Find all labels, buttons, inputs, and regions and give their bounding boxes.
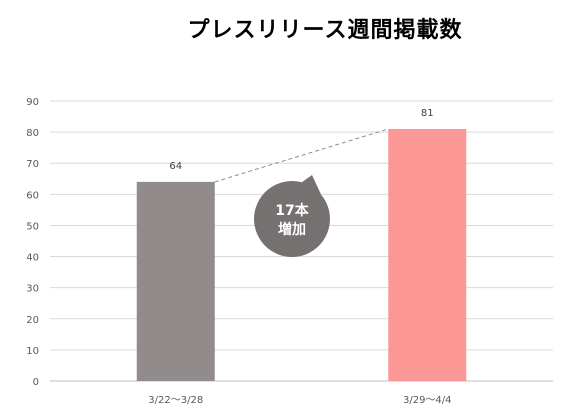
y-tick-label: 20 bbox=[26, 315, 39, 326]
x-category-label: 3/29〜4/4 bbox=[403, 395, 452, 406]
annotation-text-line1: 17本 bbox=[275, 202, 309, 219]
x-category-label: 3/22〜3/28 bbox=[148, 395, 203, 406]
bar bbox=[388, 129, 467, 381]
y-tick-label: 80 bbox=[26, 128, 39, 139]
annotation-text-line2: 増加 bbox=[278, 221, 306, 238]
y-tick-label: 30 bbox=[26, 284, 39, 295]
y-axis-ticks: 0 10 20 30 40 50 60 70 80 90 bbox=[26, 97, 39, 388]
dashed-connector bbox=[214, 128, 389, 183]
x-axis-categories: 3/22〜3/28 3/29〜4/4 bbox=[148, 395, 451, 406]
bars bbox=[136, 129, 467, 381]
data-label: 81 bbox=[421, 108, 434, 119]
annotation-bubble: 17本 増加 bbox=[253, 175, 330, 257]
y-tick-label: 0 bbox=[33, 377, 39, 388]
annotation-bubble-shape bbox=[253, 175, 330, 257]
data-label: 64 bbox=[169, 161, 182, 172]
data-labels: 64 81 bbox=[169, 108, 433, 172]
chart-title: プレスリリース週間掲載数 bbox=[187, 18, 463, 43]
y-tick-label: 10 bbox=[26, 346, 39, 357]
y-tick-label: 40 bbox=[26, 253, 39, 264]
y-tick-label: 90 bbox=[26, 97, 39, 108]
connector-line bbox=[214, 128, 389, 183]
y-tick-label: 60 bbox=[26, 190, 39, 201]
y-tick-label: 70 bbox=[26, 159, 39, 170]
y-tick-label: 50 bbox=[26, 221, 39, 232]
bar bbox=[136, 181, 215, 381]
